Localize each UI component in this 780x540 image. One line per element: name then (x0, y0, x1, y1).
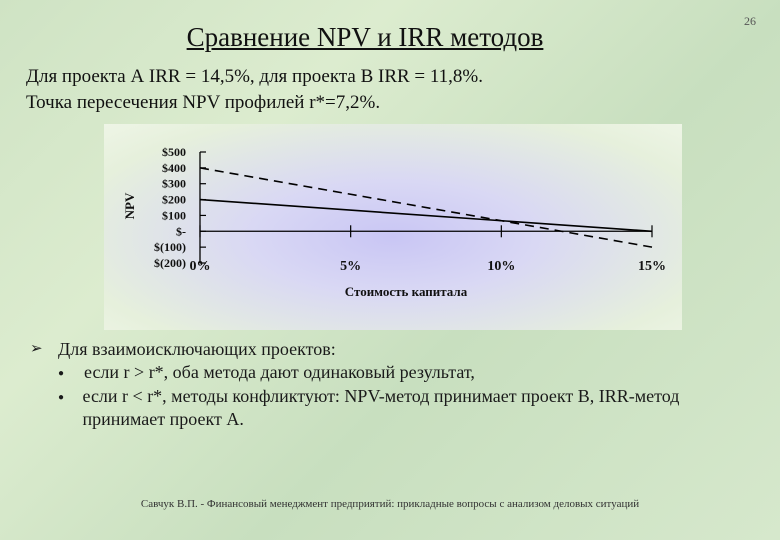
npv-profile-chart: $500 $400 $300 $200 $100 $- $(100) $(200) 0% 5% 10… (104, 124, 682, 330)
slide-number: 26 (744, 14, 756, 28)
y-tick-label: $400 (162, 161, 186, 175)
intro-line-irr: Для проекта А IRR = 14,5%, для проекта В… (26, 66, 484, 87)
sub-bullet: ● если r > r*, оба метода дают одинаковы… (58, 361, 750, 385)
intro-text: Для проекта А IRR = 14,5%, для проекта В… (26, 64, 483, 116)
bullet-list: ➢ Для взаимоисключающих проектов: ● если… (30, 338, 750, 431)
y-tick-label: $(200) (154, 256, 186, 270)
bullet-main: ➢ Для взаимоисключающих проектов: (30, 338, 750, 361)
y-tick-label: $- (176, 224, 186, 238)
y-tick-label: $(100) (154, 240, 186, 254)
sub-bullet: ● если r < r*, методы конфликтуют: NPV-м… (58, 385, 750, 431)
series-line-solid (199, 198, 653, 233)
x-tick-label: 5% (340, 259, 361, 274)
y-tick-label: $300 (162, 177, 186, 191)
x-tick-label: 10% (487, 259, 515, 274)
y-tick-label: $500 (162, 145, 186, 159)
x-tick-label: 15% (638, 259, 666, 274)
footer-citation: Савчук В.П. - Финансовый менеджмент пред… (140, 498, 640, 510)
chart-canvas: $500 $400 $300 $200$100 $- $(100) $(200) 0% 5% 10… (122, 145, 666, 299)
y-axis-title: NPV (122, 192, 137, 219)
y-tick-label: $100 (162, 208, 186, 222)
page-title: Сравнение NPV и IRR методов (186, 22, 544, 52)
dot-bullet-icon: ● (58, 368, 65, 379)
series-line-dashed (199, 167, 653, 248)
y-tick-label: $200 (162, 193, 186, 207)
intro-line-crossover: Точка пересечения NPV профилей r*=7,2%. (26, 92, 381, 113)
x-axis-title: Стоимость капитала (345, 284, 468, 299)
sub-bullet-text: если r > r*, оба метода дают одинаковый … (84, 362, 475, 382)
x-tick-label: 0% (190, 259, 211, 274)
sub-bullet-text: если r < r*, методы конфликтуют: NPV-мет… (82, 386, 680, 429)
dot-bullet-icon: ● (58, 392, 65, 403)
arrow-bullet-icon: ➢ (30, 341, 43, 357)
bullet-main-text: Для взаимоисключающих проектов: (58, 339, 336, 359)
